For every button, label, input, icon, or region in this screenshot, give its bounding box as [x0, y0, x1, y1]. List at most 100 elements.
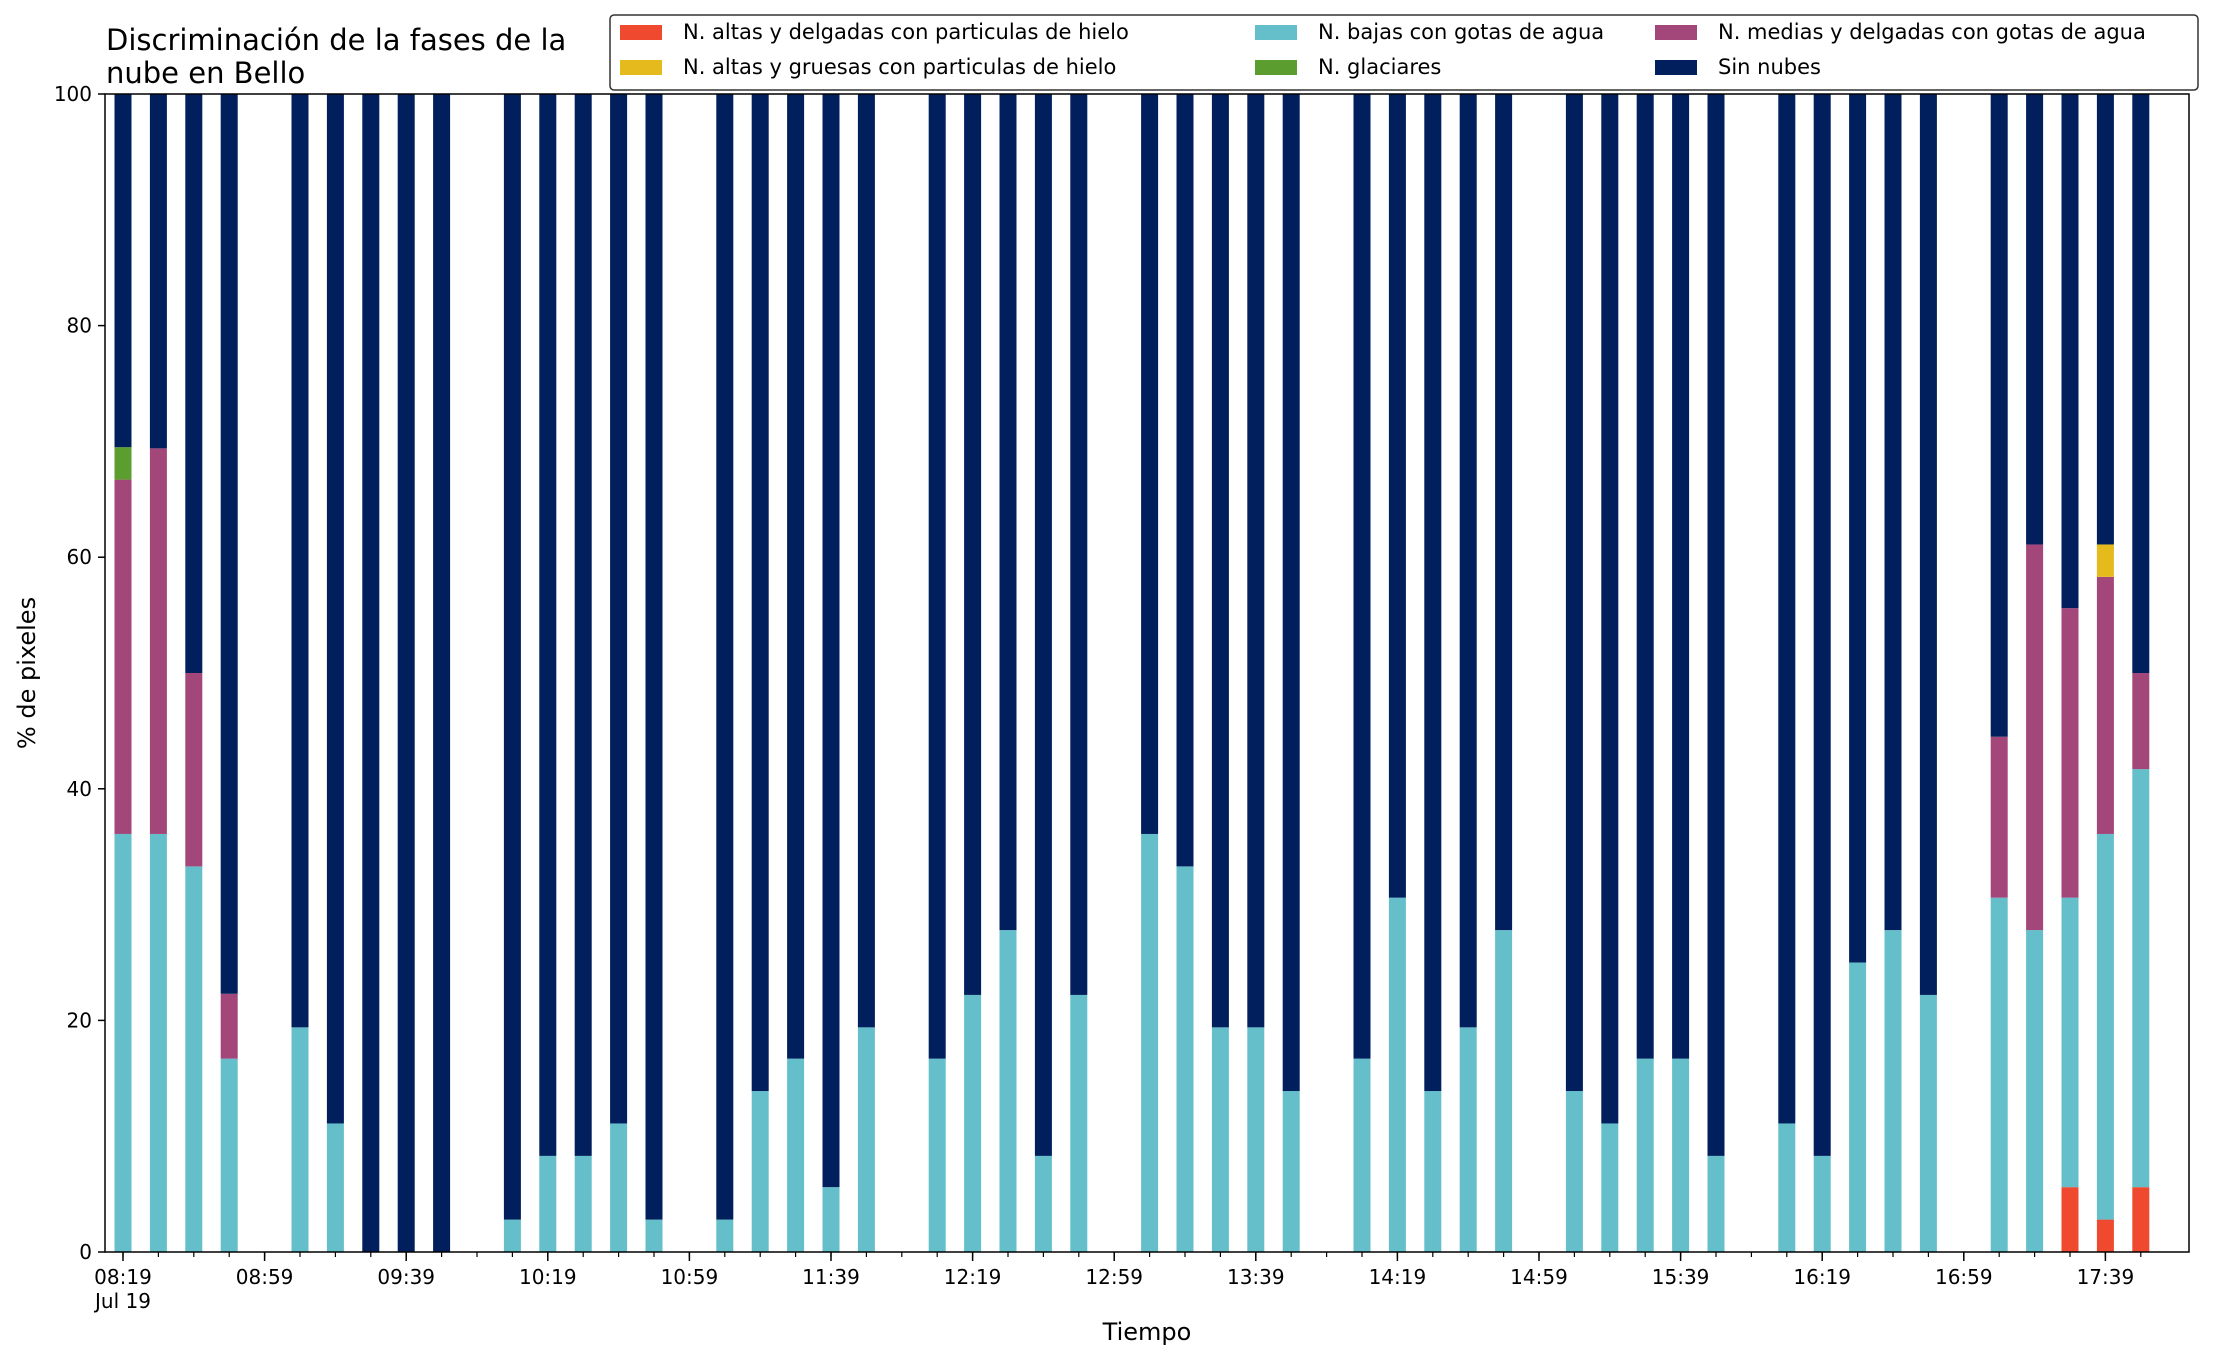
legend-swatch-5	[1655, 60, 1697, 75]
x-tick-label-9: 14:19	[1369, 1265, 1427, 1289]
bar-segment-32-1	[1247, 1027, 1265, 1252]
bar-segment-57-5	[2132, 94, 2150, 673]
legend-swatch-0	[620, 25, 662, 40]
chart-title-line-0: Discriminación de la fases de la	[106, 23, 566, 57]
bars	[114, 94, 2150, 1252]
x-tick-label-12: 16:19	[1793, 1265, 1851, 1289]
bar-segment-30-5	[1176, 94, 1194, 867]
bar-segment-24-1	[964, 994, 982, 1252]
bar-segment-56-0	[2096, 1219, 2114, 1252]
legend-label-3: N. glaciares	[1318, 55, 1441, 79]
bar-segment-53-5	[1990, 94, 2008, 737]
bar-segment-54-2	[2026, 544, 2044, 931]
bar-segment-38-1	[1459, 1027, 1477, 1252]
bar-segment-45-5	[1707, 94, 1725, 1156]
bar-segment-7-5	[362, 94, 380, 1252]
bar-segment-54-1	[2026, 930, 2044, 1252]
bar-segment-3-5	[220, 94, 238, 994]
bar-segment-36-5	[1388, 94, 1406, 898]
bar-segment-56-3	[2096, 544, 2114, 577]
bar-segment-3-2	[220, 993, 238, 1059]
bar-segment-51-5	[1919, 94, 1937, 995]
bar-segment-38-5	[1459, 94, 1477, 1028]
bar-segment-11-1	[503, 1219, 521, 1252]
legend-label-1: N. altas y gruesas con particulas de hie…	[683, 55, 1116, 79]
bar-segment-53-2	[1990, 736, 2008, 898]
bar-segment-0-1	[114, 833, 132, 1252]
y-tick-label-2: 40	[67, 777, 92, 801]
plot-frame	[104, 93, 2190, 1253]
y-tick-label-3: 60	[67, 545, 92, 569]
bar-segment-45-1	[1707, 1155, 1725, 1252]
bar-segment-26-1	[1034, 1155, 1052, 1252]
bar-segment-39-5	[1495, 94, 1513, 931]
bar-segment-2-5	[185, 94, 203, 673]
bar-segment-37-5	[1424, 94, 1442, 1092]
y-tick-label-1: 20	[67, 1008, 92, 1032]
bar-segment-31-5	[1211, 94, 1229, 1028]
bar-segment-56-2	[2096, 576, 2114, 834]
bar-segment-21-5	[857, 94, 875, 1028]
x-tick-label-0-sub: Jul 19	[93, 1289, 151, 1313]
y-tick-label-4: 80	[67, 314, 92, 338]
bar-segment-50-5	[1884, 94, 1902, 931]
bar-segment-12-1	[539, 1155, 557, 1252]
bar-segment-27-1	[1070, 994, 1088, 1252]
bar-segment-17-1	[716, 1219, 734, 1252]
legend-swatch-2	[1255, 25, 1297, 40]
bar-segment-19-1	[787, 1058, 805, 1252]
bar-segment-31-1	[1211, 1027, 1229, 1252]
y-axis-label: % de pixeles	[13, 597, 41, 749]
bar-segment-12-5	[539, 94, 557, 1156]
bar-segment-49-5	[1849, 94, 1867, 963]
x-tick-label-1: 08:59	[236, 1265, 294, 1289]
x-tick-label-8: 13:39	[1227, 1265, 1285, 1289]
x-tick-label-0: 08:19	[94, 1265, 152, 1289]
bar-segment-5-1	[291, 1027, 309, 1252]
bar-segment-41-5	[1565, 94, 1583, 1092]
bar-segment-48-1	[1813, 1155, 1831, 1252]
bar-segment-13-5	[574, 94, 592, 1156]
bar-segment-14-1	[610, 1123, 628, 1252]
legend-swatch-4	[1655, 25, 1697, 40]
bar-segment-57-2	[2132, 673, 2150, 770]
legend-swatch-1	[620, 60, 662, 75]
x-axis-label: Tiempo	[1102, 1318, 1192, 1346]
bar-segment-29-1	[1141, 833, 1159, 1252]
legend-box	[609, 14, 2199, 91]
bar-segment-44-1	[1672, 1058, 1690, 1252]
bar-segment-25-5	[999, 94, 1017, 931]
y-tick-label-5: 100	[54, 82, 92, 106]
bar-segment-48-5	[1813, 94, 1831, 1156]
bar-segment-6-1	[326, 1123, 344, 1252]
bar-segment-33-5	[1282, 94, 1300, 1092]
bar-segment-41-1	[1565, 1091, 1583, 1252]
bar-segment-30-1	[1176, 866, 1194, 1252]
bar-segment-33-1	[1282, 1091, 1300, 1252]
bar-segment-55-2	[2061, 608, 2079, 898]
x-tick-label-4: 10:59	[661, 1265, 719, 1289]
bar-segment-36-1	[1388, 897, 1406, 1252]
legend-label-2: N. bajas con gotas de agua	[1318, 20, 1604, 44]
legend-swatch-3	[1255, 60, 1297, 75]
bar-segment-11-5	[503, 94, 521, 1220]
bar-segment-0-4	[114, 447, 132, 480]
bar-segment-1-5	[149, 94, 167, 449]
bar-segment-32-5	[1247, 94, 1265, 1028]
bar-segment-26-5	[1034, 94, 1052, 1156]
bar-segment-50-1	[1884, 930, 1902, 1252]
legend-label-4: N. medias y delgadas con gotas de agua	[1718, 20, 2146, 44]
x-tick-label-13: 16:59	[1935, 1265, 1993, 1289]
x-tick-label-7: 12:59	[1085, 1265, 1143, 1289]
bar-segment-0-2	[114, 479, 132, 834]
bar-segment-39-1	[1495, 930, 1513, 1252]
legend-label-0: N. altas y delgadas con particulas de hi…	[683, 20, 1129, 44]
bar-segment-56-1	[2096, 833, 2114, 1220]
bar-segment-55-5	[2061, 94, 2079, 609]
bar-segment-15-1	[645, 1219, 663, 1252]
bar-segment-57-1	[2132, 769, 2150, 1188]
bar-segment-9-5	[433, 94, 451, 1252]
